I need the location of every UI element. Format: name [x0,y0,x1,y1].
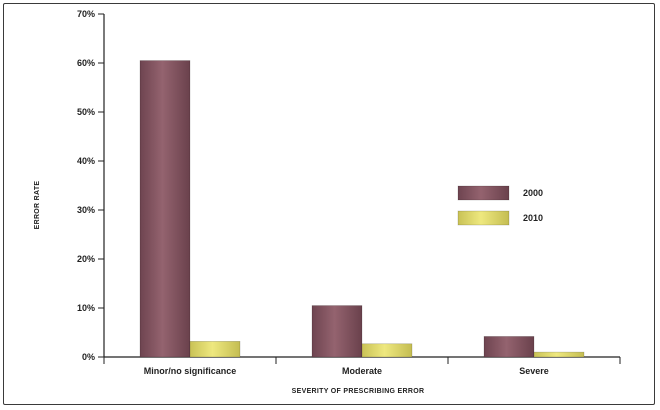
y-tick-label: 60% [77,58,95,68]
bar-2010-2 [533,351,585,358]
bar-2010-1 [361,343,413,358]
bar-2000-1 [311,305,363,358]
x-axis: Minor/no significance Moderate Severe [103,356,621,376]
bar-2000-2 [483,336,535,358]
legend-label-2000: 2000 [523,188,543,198]
y-tick-label: 70% [77,9,95,19]
bars [139,60,585,358]
x-axis-title: SEVERITY OF PRESCRIBING ERROR [292,388,425,395]
legend-label-2010: 2010 [523,213,543,223]
x-tick-label: Severe [519,366,549,376]
x-tick-label: Moderate [342,366,382,376]
x-tick-label: Minor/no significance [144,366,237,376]
legend-swatch-2000 [457,185,510,201]
y-tick-label: 10% [77,303,95,313]
bar-2000-0 [139,60,191,358]
y-tick-label: 40% [77,156,95,166]
y-tick-label: 30% [77,205,95,215]
y-tick-label: 20% [77,254,95,264]
y-tick-label: 50% [77,107,95,117]
y-axis: 0% 10% 20% 30% 40% 50% 60% 70% [77,9,105,362]
legend-swatch-2010 [457,210,510,226]
y-tick-label: 0% [82,352,95,362]
legend: 2000 2010 [457,185,543,226]
bar-2010-0 [189,341,241,358]
y-axis-title: ERROR RATE [34,181,41,230]
